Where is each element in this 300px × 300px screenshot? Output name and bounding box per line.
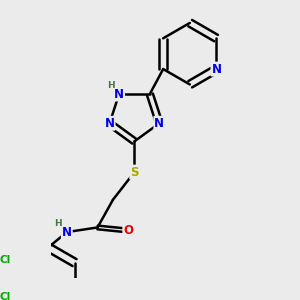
- Text: S: S: [130, 166, 139, 178]
- Text: N: N: [62, 226, 72, 238]
- Text: H: H: [54, 219, 61, 228]
- Text: H: H: [107, 81, 114, 90]
- Text: N: N: [114, 88, 124, 100]
- Text: N: N: [212, 63, 221, 76]
- Text: O: O: [123, 224, 133, 237]
- Text: Cl: Cl: [0, 292, 11, 300]
- Text: Cl: Cl: [0, 255, 11, 265]
- Text: N: N: [105, 117, 115, 130]
- Text: N: N: [154, 117, 164, 130]
